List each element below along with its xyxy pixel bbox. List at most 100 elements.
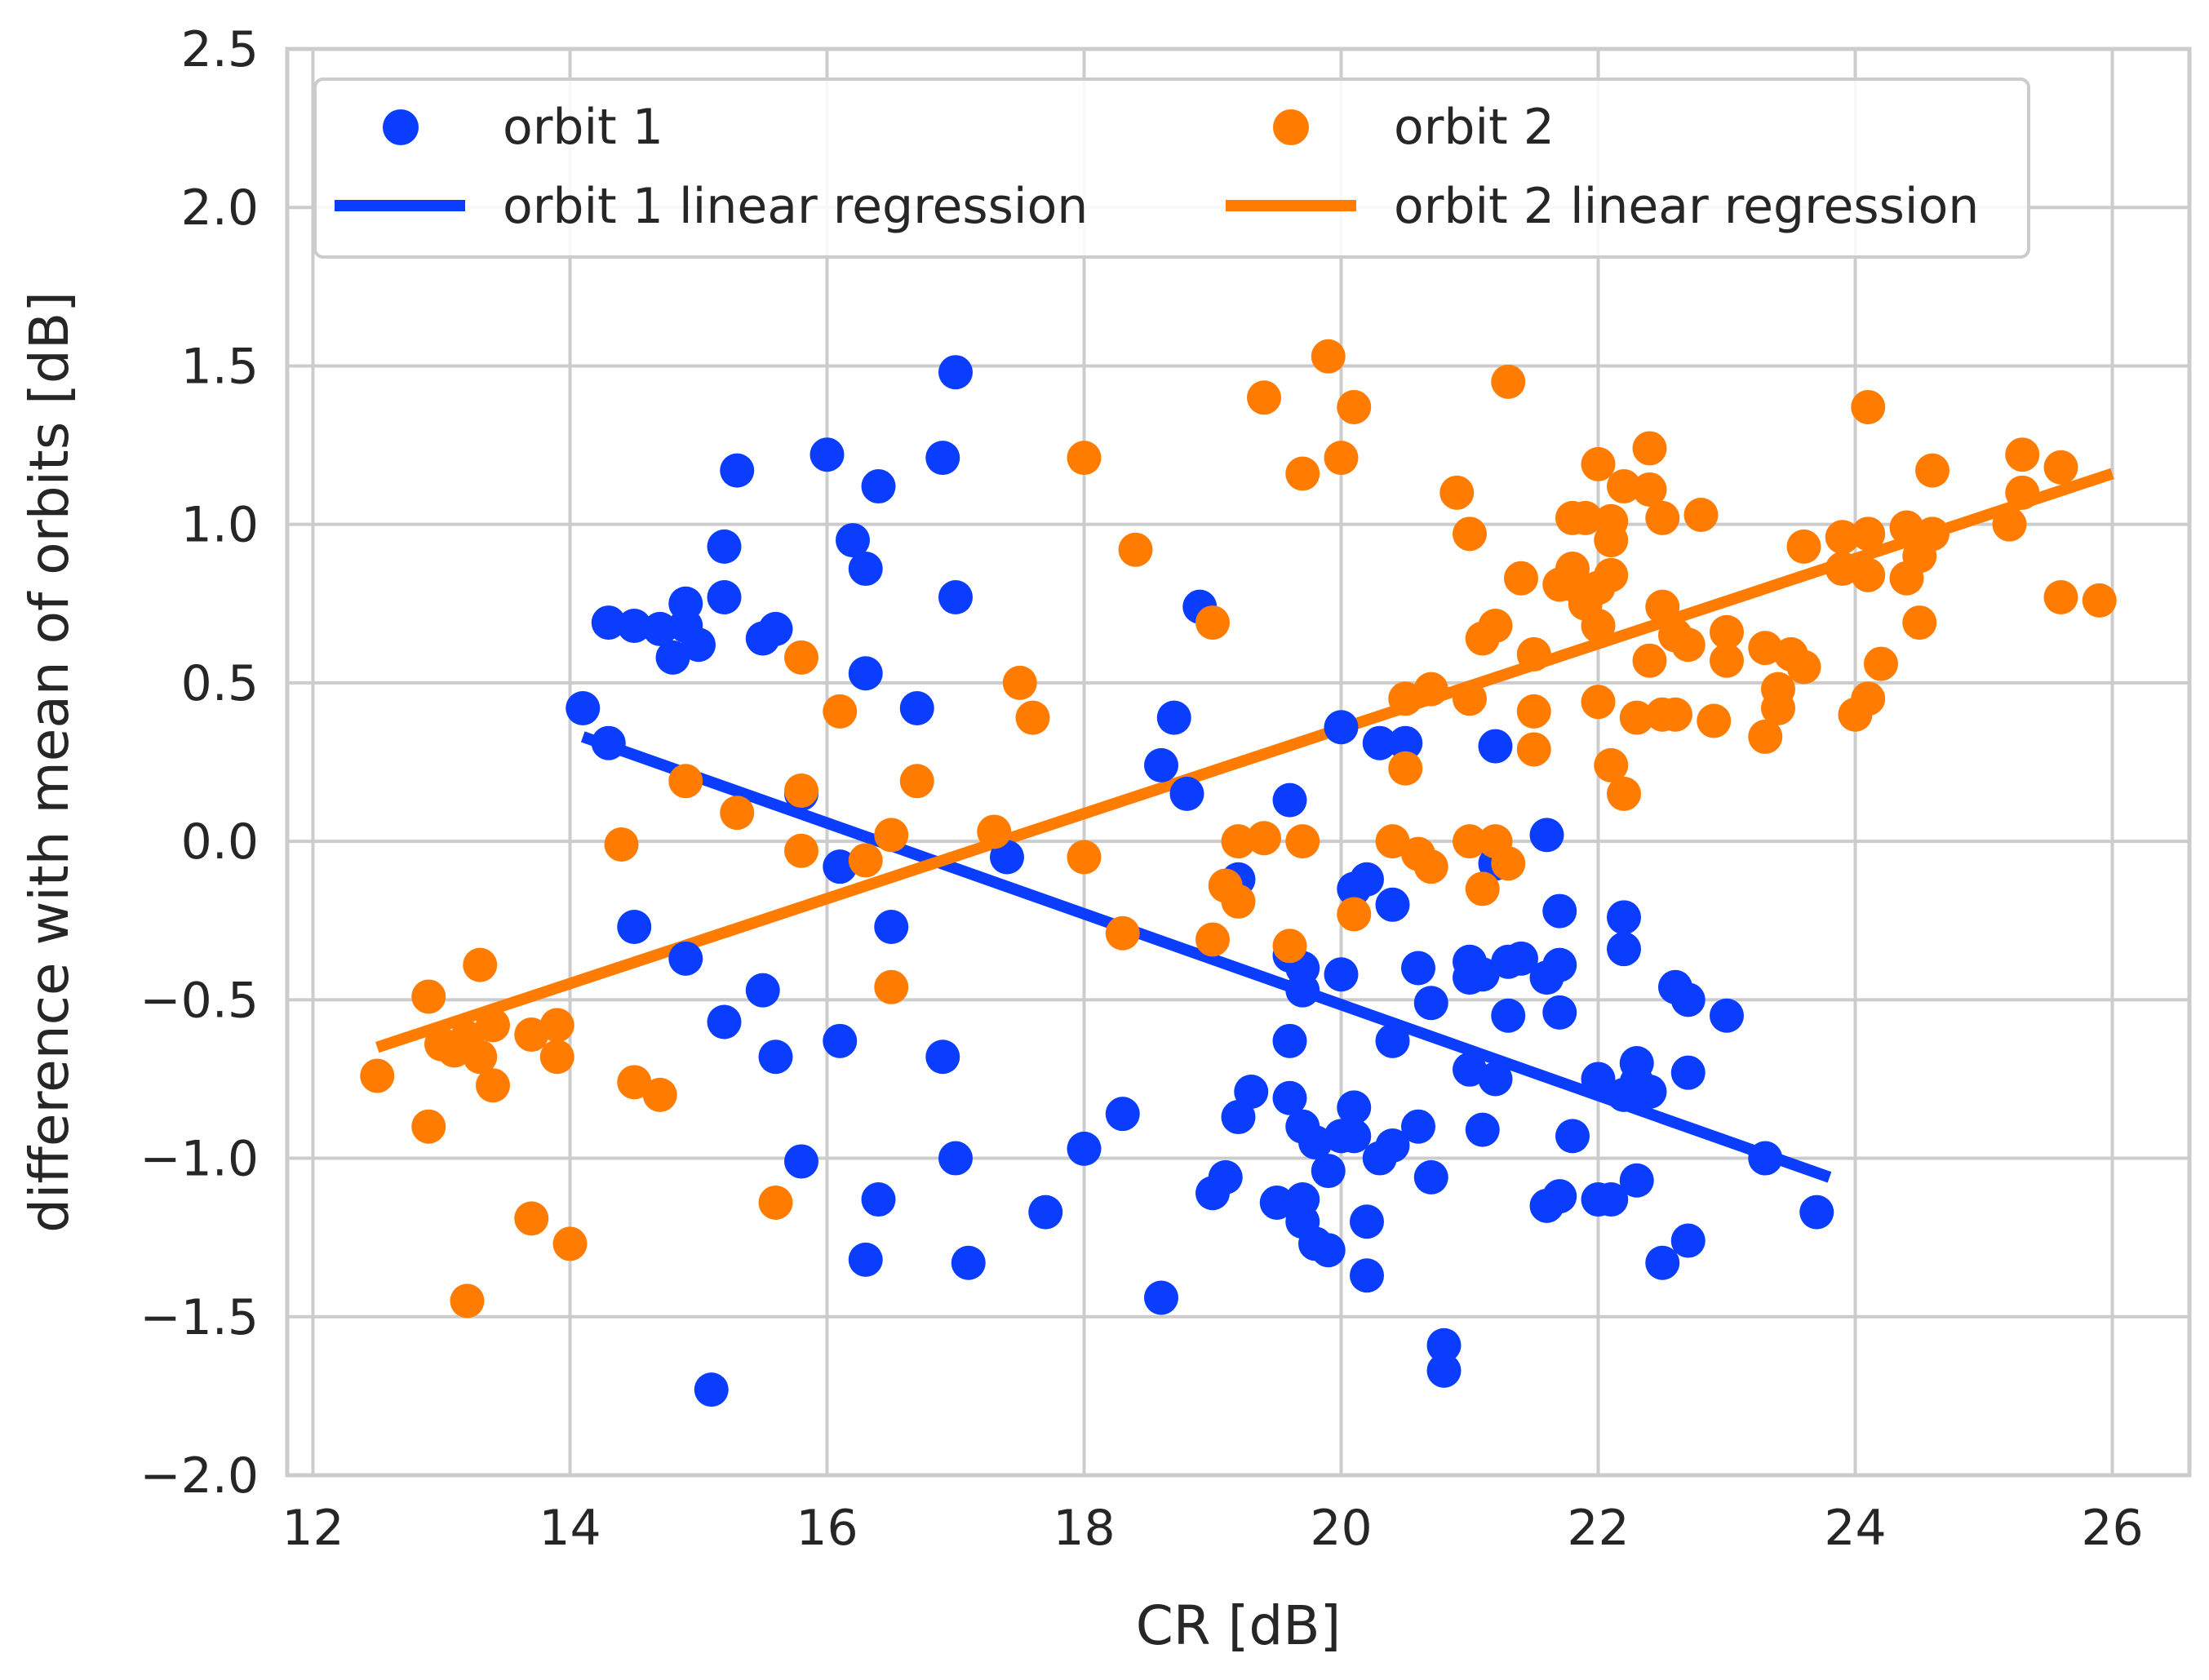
orbit-1-point [1350,862,1384,897]
x-tick-label: 18 [1053,1500,1115,1557]
orbit-1-point [1619,1163,1654,1198]
orbit-1-point [1375,1023,1410,1058]
orbit-2-point [1272,929,1307,964]
orbit-2-point [1632,472,1667,507]
orbit-2-point [1915,516,1950,552]
orbit-2-point [1337,389,1372,424]
x-tick-label: 12 [282,1500,344,1557]
legend-label-orbit-2: orbit 2 [1394,99,1555,156]
y-tick-label: −1.0 [140,1131,259,1188]
orbit-2-point [450,1283,485,1319]
orbit-1-point [823,849,858,884]
orbit-2-point [1491,846,1526,881]
orbit-1-point [1491,998,1526,1033]
orbit-2-point [1670,627,1706,663]
orbit-2-point [539,1008,574,1043]
orbit-2-point [784,773,818,808]
orbit-2-point [1825,552,1860,587]
orbit-2-point [1851,681,1886,716]
orbit-1-point [1542,995,1577,1030]
orbit-1-point [848,1242,883,1277]
orbit-2-point [1195,922,1230,957]
orbit-1-point [591,605,626,641]
orbit-2-point [668,764,703,799]
orbit-1-point [1504,941,1538,976]
orbit-1-point [1555,1119,1590,1154]
orbit-2-regression-line [375,468,2114,1053]
orbit-1-point [848,552,883,587]
orbit-2-point [1632,431,1667,466]
orbit-2-point [1761,690,1795,725]
orbit-1-point [1670,982,1706,1017]
orbit-1-point [1272,1080,1307,1115]
orbit-1-point [1105,1097,1140,1132]
x-axis-title: CR [dB] [1136,1594,1342,1657]
orbit-2-point [1002,665,1037,700]
orbit-2-point [1568,500,1603,535]
orbit-1-point [681,627,716,663]
orbit-1-point [1426,1328,1462,1363]
orbit-2-point [823,694,858,729]
orbit-1-point [1311,1154,1346,1189]
orbit-1-point [1453,1052,1487,1087]
orbit-1-point [1529,818,1564,853]
orbit-2-point [1105,915,1140,951]
orbit-2-point [1864,646,1898,681]
orbit-1-point [990,840,1024,875]
orbit-2-point [514,1201,549,1236]
orbit-2-point [360,1058,395,1093]
orbit-2-point [1607,776,1641,811]
orbit-1-point [1748,1141,1783,1176]
orbit-2-point [1594,523,1629,558]
orbit-2-point [1067,441,1102,476]
y-tick-label: 1.5 [181,338,259,395]
orbit-2-point [1247,380,1281,415]
orbit-2-point [1247,821,1281,856]
orbit-2-point [514,1017,549,1053]
orbit-1-point [1710,998,1744,1033]
y-tick-label: 0.5 [181,655,259,712]
orbit-1-point [1619,1046,1654,1081]
orbit-1-point [823,1023,858,1058]
orbit-2-point [1992,507,2027,542]
orbit-1-point [1362,725,1397,760]
orbit-1-point [1426,1353,1462,1388]
orbit-1-point [745,973,780,1008]
tick-labels: 12 14 16 18 20 22 24 26 −2.0 −1.5 −1.0 −0.5 0.0 0.5 1.… [140,21,2143,1557]
y-tick-label: 2.5 [181,21,259,78]
orbit-1-point [720,453,755,488]
orbit-1-point [1375,1128,1410,1164]
orbit-2-point [1413,672,1448,707]
legend-box [313,78,2030,259]
orbit-1-point [1285,973,1320,1008]
orbit-2-point [1581,446,1616,481]
legend-marker-orbit-1 [383,109,419,145]
orbit-2-point [1710,643,1744,678]
orbit-2-point [1015,700,1050,735]
orbit-2-point [1748,719,1783,754]
orbit-2-point [1581,608,1616,643]
orbit-2-point [1748,631,1783,666]
orbit-1-point [566,690,601,725]
orbit-2-point [977,814,1012,849]
orbit-1-point [1632,1074,1667,1109]
orbit-2-point [1889,510,1924,545]
data-points [360,339,2117,1407]
orbit-2-point [411,979,446,1014]
orbit-2-point [1285,456,1320,491]
orbit-1-point [1413,986,1448,1021]
orbit-2-point [1902,605,1937,641]
y-tick-label: 0.0 [181,813,259,871]
orbit-2-point [2043,450,2078,485]
orbit-1-point [617,608,652,643]
orbit-1-point [668,941,703,976]
x-tick-label: 22 [1567,1500,1629,1557]
orbit-2-point [2005,475,2040,510]
orbit-2-point [1311,339,1346,374]
orbit-1-point [1350,1258,1384,1293]
orbit-2-point [1516,732,1551,767]
orbit-1-point [938,355,973,390]
orbit-2-point [476,1008,510,1043]
orbit-2-point [1453,516,1487,552]
y-axis-title: difference with mean of orbits [dB] [18,291,81,1233]
